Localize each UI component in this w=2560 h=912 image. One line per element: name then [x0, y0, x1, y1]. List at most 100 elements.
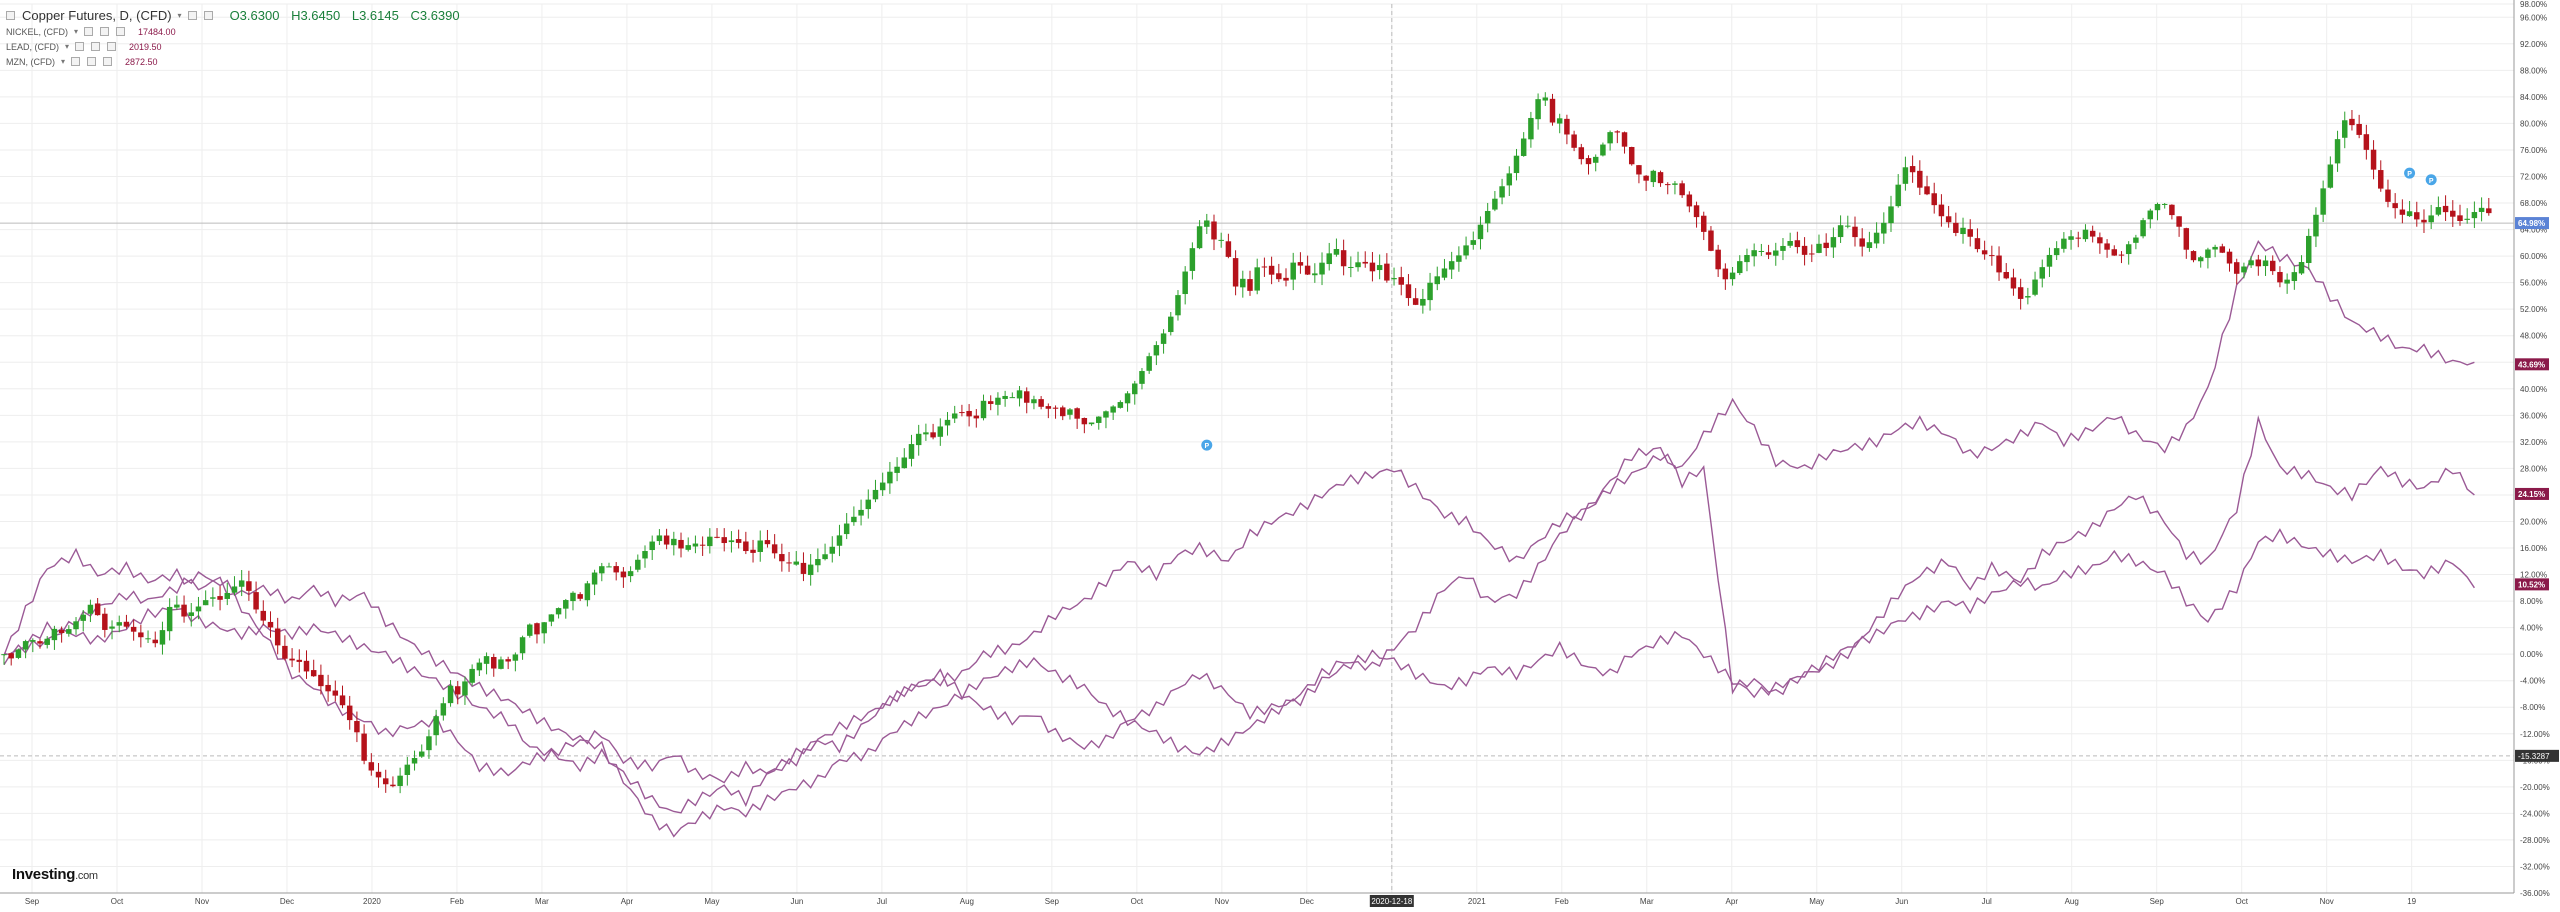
- candle-body: [771, 544, 778, 554]
- legend-main-row[interactable]: Copper Futures, D, (CFD) ▾ O3.6300 H3.64…: [6, 6, 468, 24]
- y-tick-label: 76.00%: [2520, 146, 2547, 155]
- candle-body: [289, 658, 295, 661]
- crosshair-x-box: [1369, 895, 1414, 907]
- candle-body: [2277, 271, 2283, 283]
- candle-body: [1701, 215, 1707, 232]
- x-tick-label: Sep: [25, 897, 40, 906]
- candle-body: [1744, 254, 1750, 263]
- y-tick-label: -24.00%: [2520, 809, 2550, 818]
- candle-body: [1556, 118, 1563, 124]
- candle-body: [2233, 262, 2240, 274]
- series-line-nickel: [3, 240, 2475, 784]
- candle-body: [1168, 316, 1174, 333]
- candle-body: [1023, 391, 1030, 403]
- candle-body: [195, 606, 202, 612]
- legend-main-title[interactable]: Copper Futures, D, (CFD): [22, 7, 172, 23]
- candle-body: [1650, 170, 1657, 183]
- remove-series-icon[interactable]: [103, 57, 113, 66]
- candle-body: [519, 637, 526, 654]
- candle-body: [800, 562, 807, 574]
- candle-body: [440, 703, 447, 716]
- settings-box-icon[interactable]: [91, 42, 101, 51]
- hide-series-icon[interactable]: [187, 10, 197, 20]
- candle-body: [1989, 255, 1995, 257]
- x-tick-label: Oct: [1131, 897, 1144, 906]
- candle-body: [483, 656, 490, 664]
- candle-body: [1146, 356, 1152, 371]
- open-value: O3.6300: [229, 7, 280, 23]
- legend-item-lead[interactable]: LEAD, (CFD) ▾ 2019.50: [6, 39, 468, 54]
- candle-body: [1693, 205, 1700, 218]
- candle-body: [418, 751, 425, 757]
- settings-box-icon[interactable]: [100, 27, 110, 36]
- candle-body: [1585, 158, 1592, 165]
- candle-body: [642, 551, 648, 559]
- y-tick-label: 56.00%: [2520, 279, 2547, 288]
- x-tick-label: Jul: [877, 897, 887, 906]
- candle-body: [2118, 254, 2125, 256]
- candle-body: [318, 674, 324, 687]
- settings-box-icon[interactable]: [87, 57, 97, 66]
- crosshair-y-label: -15.3287: [2518, 752, 2550, 761]
- candle-body: [2061, 238, 2067, 249]
- candle-body: [1859, 238, 1865, 247]
- candle-body: [2385, 189, 2391, 202]
- event-badge-icon: [2425, 174, 2437, 186]
- legend-item-name[interactable]: NICKEL, (CFD): [6, 26, 69, 37]
- chevron-down-icon[interactable]: ▾: [61, 57, 66, 66]
- hide-series-icon[interactable]: [71, 57, 81, 66]
- candle-body: [382, 778, 389, 785]
- candle-body: [2428, 215, 2434, 223]
- candle-body: [354, 721, 360, 733]
- legend-item-name[interactable]: MZN, (CFD): [6, 56, 55, 67]
- legend-item-name[interactable]: LEAD, (CFD): [6, 41, 60, 52]
- candle-body: [2176, 216, 2182, 227]
- candle-body: [260, 610, 267, 621]
- legend-item-nickel[interactable]: NICKEL, (CFD) ▾ 17484.00: [6, 24, 468, 39]
- candle-body: [1592, 156, 1599, 163]
- candle-body: [253, 592, 259, 610]
- candle-body: [1, 654, 7, 656]
- hide-series-icon[interactable]: [75, 42, 85, 51]
- candle-body: [1571, 134, 1577, 148]
- x-tick-label: Apr: [621, 897, 634, 906]
- candle-body: [2421, 219, 2427, 223]
- candle-body: [22, 641, 29, 650]
- candle-body: [671, 538, 677, 546]
- chevron-down-icon[interactable]: ▾: [65, 42, 70, 51]
- settings-box-icon[interactable]: [203, 10, 213, 20]
- hide-series-icon[interactable]: [84, 27, 94, 36]
- candle-body: [1737, 261, 1743, 274]
- candle-body: [2046, 254, 2053, 267]
- candle-body: [750, 549, 756, 553]
- candle-body: [246, 581, 252, 591]
- candle-body: [1189, 248, 1196, 271]
- candle-body: [1758, 250, 1765, 252]
- candle-body: [2226, 251, 2233, 264]
- candle-body: [1967, 229, 1973, 237]
- legend-item-mzn[interactable]: MZN, (CFD) ▾ 2872.50: [6, 54, 468, 69]
- remove-series-icon[interactable]: [116, 27, 126, 36]
- candle-body: [1232, 258, 1239, 287]
- x-tick-label: 19: [2407, 897, 2416, 906]
- candle-body: [2284, 279, 2290, 284]
- x-tick-label: Nov: [1215, 897, 1229, 906]
- remove-series-icon[interactable]: [107, 42, 117, 51]
- candle-body: [1196, 226, 1203, 249]
- candle-body: [793, 561, 799, 565]
- collapse-icon[interactable]: [6, 10, 15, 20]
- candle-body: [1160, 333, 1167, 344]
- candle-body: [1081, 417, 1088, 425]
- candle-body: [1628, 147, 1635, 165]
- x-tick-label: Oct: [111, 897, 124, 906]
- candle-body: [1261, 266, 1268, 268]
- candle-body: [296, 659, 303, 662]
- chevron-down-icon[interactable]: ▾: [74, 27, 79, 36]
- candle-body: [1542, 97, 1549, 101]
- candle-body: [1953, 222, 1959, 233]
- chevron-down-icon[interactable]: ▾: [177, 10, 182, 20]
- legend-item-value: 17484.00: [138, 26, 176, 37]
- candle-body: [1088, 422, 1095, 425]
